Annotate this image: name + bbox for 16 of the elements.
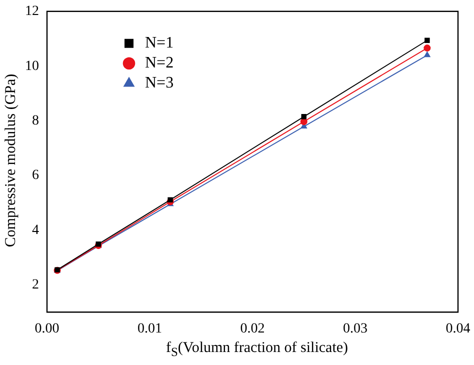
y-tick-label: 2 [32, 278, 39, 293]
legend-label: N=2 [145, 54, 174, 72]
y-tick-label: 4 [32, 222, 39, 238]
legend-label: N=1 [145, 34, 174, 52]
y-tick-label: 8 [32, 113, 39, 128]
y-tick-label: 10 [25, 58, 39, 74]
x-axis-title: f$_{S}$(Volumn fraction of silicate) [164, 340, 350, 360]
x-tick-label: 0.02 [240, 321, 265, 336]
y-tick-label: 6 [32, 168, 39, 184]
x-tick-label: 0.03 [343, 321, 368, 336]
y-axis-title: Compressive modulus (GPa) [4, 73, 20, 247]
x-tick-label: 0.04 [446, 321, 470, 336]
x-tick-label: 0.01 [138, 321, 162, 336]
y-tick-label: 12 [25, 4, 39, 20]
legend-label: N=3 [145, 74, 174, 92]
x-tick-label: 0.00 [34, 321, 60, 336]
